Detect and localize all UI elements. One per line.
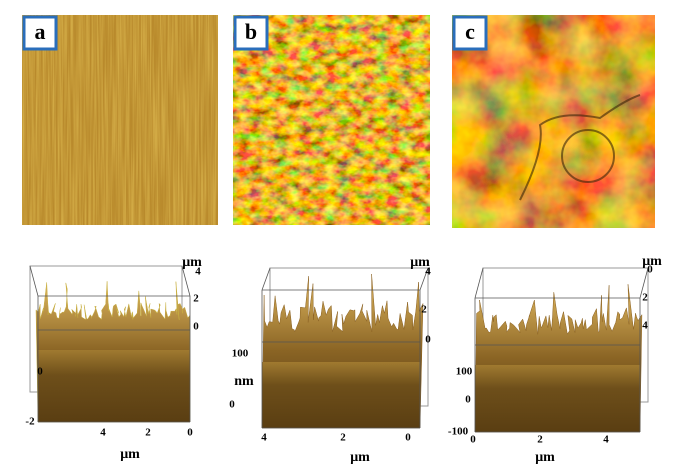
z-tick-label: 2 — [421, 304, 427, 316]
figure: abc μm4200-2420μmμm4201000nm420μmμm02410… — [0, 0, 675, 468]
left-tick-label: 100 — [456, 366, 473, 378]
panel-label: a — [35, 19, 46, 44]
z-tick-label: 2 — [193, 293, 199, 305]
x-tick-label: 0 — [405, 432, 411, 444]
panel-label: b — [245, 19, 257, 44]
z-tick-label: 4 — [195, 266, 201, 278]
x-axis-label: μm — [350, 450, 370, 465]
x-axis-label: μm — [120, 447, 140, 462]
left-tick-label: 0 — [465, 394, 471, 406]
surface-base — [262, 362, 420, 428]
left-tick-label: 0 — [229, 399, 235, 411]
x-tick-label: 2 — [537, 434, 543, 446]
box-edge — [182, 266, 190, 296]
box-edge — [475, 268, 483, 298]
x-tick-label: 4 — [261, 432, 267, 444]
x-tick-label: 0 — [187, 427, 193, 439]
z-tick-label: 2 — [642, 292, 648, 304]
z-tick-label: 0 — [193, 321, 199, 333]
z-tick-label: 4 — [425, 266, 431, 278]
x-tick-label: 2 — [145, 427, 151, 439]
left-tick-label: -100 — [448, 426, 469, 438]
panel-label: c — [465, 19, 475, 44]
x-tick-label: 4 — [100, 427, 106, 439]
left-axis-label: nm — [234, 374, 254, 389]
x-axis-label: μm — [535, 450, 555, 465]
surface-base — [38, 350, 190, 422]
z-tick-label: 0 — [425, 334, 431, 346]
x-tick-label: 4 — [603, 434, 609, 446]
surface-base — [475, 365, 640, 432]
z-tick-label: 0 — [647, 264, 653, 276]
left-tick-label: -2 — [25, 416, 35, 428]
z-tick-label: 4 — [642, 320, 648, 332]
box-edge — [30, 266, 38, 296]
box-edge — [262, 268, 270, 290]
x-tick-label: 2 — [340, 432, 346, 444]
left-tick-label: 0 — [37, 366, 43, 378]
x-tick-label: 0 — [470, 434, 476, 446]
left-tick-label: 100 — [232, 348, 249, 360]
